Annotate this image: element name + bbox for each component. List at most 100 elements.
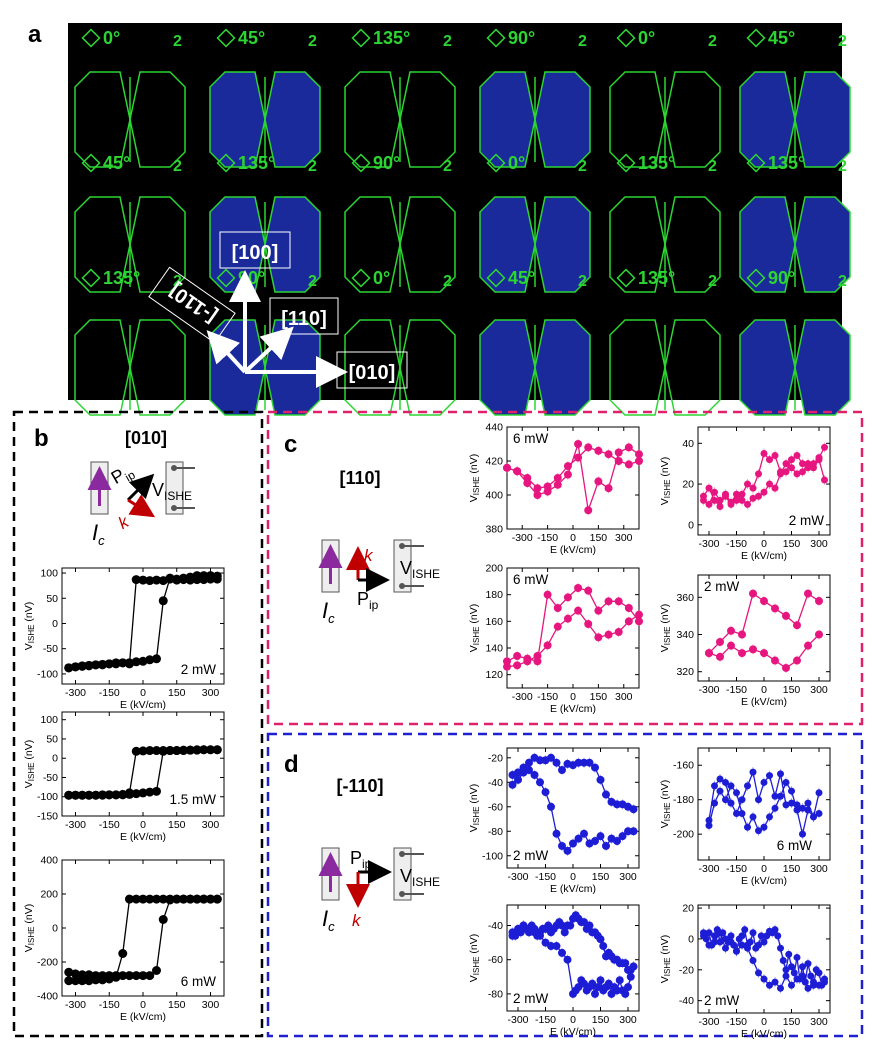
device-pad	[794, 71, 851, 168]
y-axis-label: VISHE (nV)	[23, 904, 36, 952]
data-point	[152, 966, 161, 975]
data-point	[788, 963, 795, 971]
data-point	[755, 492, 762, 500]
data-point	[541, 756, 550, 765]
svg-text:VISHE: VISHE	[400, 558, 440, 581]
x-axis-label: E (kV/cm)	[550, 883, 596, 895]
data-point	[716, 938, 724, 946]
data-point	[541, 788, 550, 797]
ic-sub: c	[328, 611, 335, 626]
device-array: 0° 2 45° 2 135° 2 90° 2 0° 2 45° 2 45° 2 135° 2 90° 2 0° 2 1…	[74, 28, 851, 416]
y-tick-label: 400	[40, 855, 58, 867]
data-point	[711, 782, 718, 790]
k-label: k	[352, 911, 362, 930]
y-tick-label: 0	[52, 923, 58, 935]
x-tick-label: -300	[698, 538, 719, 550]
data-point	[790, 969, 798, 977]
data-point	[152, 575, 161, 585]
data-point	[738, 630, 746, 639]
angle-label: 0°	[638, 28, 655, 48]
data-point	[810, 460, 817, 468]
data-point	[131, 789, 141, 799]
x-tick-label: 300	[202, 819, 220, 831]
data-point	[84, 970, 94, 980]
data-point	[766, 813, 773, 821]
marker-icon	[616, 268, 636, 288]
x-tick-label: 150	[783, 684, 801, 696]
y-tick-label: -20	[488, 752, 503, 764]
svg-text:VISHE: VISHE	[152, 480, 192, 503]
data-point	[705, 941, 713, 949]
data-point	[782, 966, 790, 974]
v-label: V	[400, 558, 412, 578]
data-point	[782, 663, 790, 672]
y-axis-label: VISHE (nV)	[468, 784, 481, 832]
data-point	[552, 942, 561, 951]
ic-sub: c	[98, 533, 105, 548]
y-axis-label: VISHE (nV)	[468, 604, 481, 652]
data-point	[799, 468, 806, 476]
data-point	[118, 971, 128, 981]
data-point	[199, 571, 209, 581]
data-point	[615, 976, 624, 985]
panel-a-letter: a	[28, 21, 42, 48]
data-point	[618, 832, 627, 841]
data-point	[138, 656, 148, 666]
x-tick-label: -150	[537, 691, 558, 703]
data-point	[596, 775, 605, 784]
x-axis-label: E (kV/cm)	[550, 703, 596, 715]
chart-c3: -300 -150 0 150 300 120 140 160 180 200 E (kV/cm) V…	[468, 563, 643, 715]
data-point	[799, 804, 806, 812]
data-point	[118, 789, 128, 799]
data-point	[821, 978, 828, 986]
data-point	[771, 804, 779, 812]
data-point	[574, 440, 583, 448]
power-label: 6 mW	[777, 838, 813, 853]
count-label: 2	[443, 33, 452, 50]
data-point	[64, 790, 74, 800]
data-point	[594, 606, 603, 615]
marker-icon	[486, 28, 506, 48]
data-point	[821, 443, 828, 451]
data-point	[804, 641, 812, 650]
y-tick-label: -50	[43, 772, 58, 784]
y-tick-label: -150	[37, 811, 58, 823]
power-label: 2 mW	[789, 513, 825, 528]
data-point	[815, 630, 823, 639]
y-tick-label: -80	[488, 988, 503, 1000]
data-point	[212, 745, 222, 755]
data-point	[594, 633, 603, 642]
data-point	[777, 468, 784, 476]
x-tick-label: 300	[615, 691, 633, 703]
data-point	[733, 947, 740, 955]
x-tick-label: -150	[535, 871, 556, 883]
panel-d-direction: [-110]	[336, 776, 383, 796]
data-point	[621, 989, 630, 998]
x-tick-label: 150	[592, 871, 610, 883]
count-label: 2	[173, 33, 182, 50]
data-point	[64, 663, 74, 673]
device-pad	[534, 196, 591, 293]
data-point	[755, 470, 762, 478]
data-point	[804, 799, 812, 807]
data-point	[199, 745, 209, 755]
data-point	[804, 464, 812, 472]
y-tick-label: 0	[688, 519, 694, 531]
data-point	[635, 617, 643, 626]
x-axis-label: E (kV/cm)	[120, 699, 166, 711]
y-tick-label: 100	[40, 714, 58, 726]
x-tick-label: 0	[761, 538, 767, 550]
data-point	[782, 801, 790, 809]
power-label: 6 mW	[513, 572, 549, 587]
device-pad	[609, 71, 666, 168]
data-point	[777, 792, 784, 800]
chart-c1: -300 -150 0 150 300 380 400 420 440 E (kV/cm) VISH…	[468, 422, 643, 556]
data-point	[185, 894, 195, 904]
data-point	[158, 596, 168, 606]
angle-label: 135°	[638, 268, 675, 288]
x-tick-label: -150	[537, 532, 558, 544]
data-point	[815, 981, 823, 989]
data-point	[614, 448, 623, 457]
schematic-c: k Pip VISHE Ic	[318, 539, 440, 626]
y-axis-label: VISHE (nV)	[23, 602, 36, 650]
